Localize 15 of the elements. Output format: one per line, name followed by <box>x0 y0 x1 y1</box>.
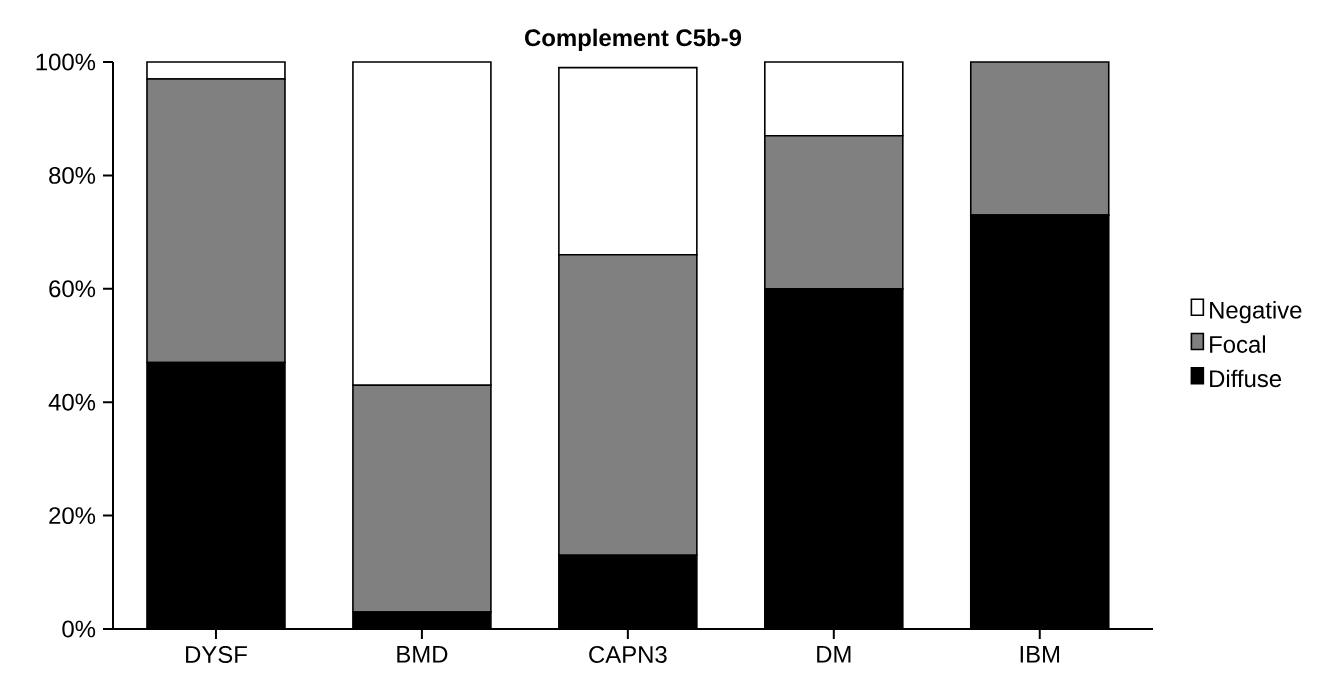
y-tick-label: 40% <box>48 393 96 411</box>
y-tick-label: 20% <box>49 507 96 525</box>
y-tick-label: 80% <box>49 166 96 184</box>
x-tick-label: IBM <box>1020 646 1060 663</box>
y-tick-label: 60% <box>49 280 96 298</box>
x-tick-label: CAPN3 <box>589 646 667 663</box>
legend-label: Diffuse <box>1210 369 1282 388</box>
y-tick-label: 100% <box>36 53 96 71</box>
x-tick-label: DM <box>817 646 851 663</box>
y-tick-label: 0% <box>62 620 96 638</box>
x-tick-label: DYSF <box>186 646 247 663</box>
x-tick-label: BMD <box>397 646 448 663</box>
chart-title: Complement C5b-9 <box>525 28 742 51</box>
legend-label: Focal <box>1210 335 1265 353</box>
legend-label: Negative <box>1210 301 1302 324</box>
